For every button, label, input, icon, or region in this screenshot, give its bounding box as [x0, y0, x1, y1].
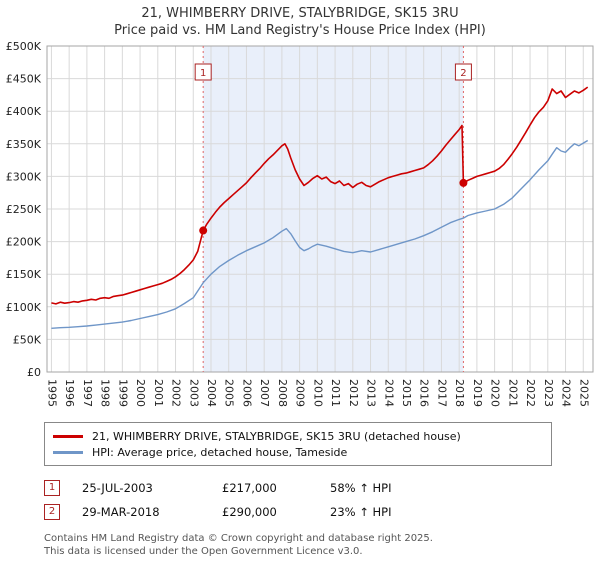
legend: 21, WHIMBERRY DRIVE, STALYBRIDGE, SK15 3…	[44, 422, 552, 466]
copyright-footer: Contains HM Land Registry data © Crown c…	[44, 532, 600, 558]
svg-text:2018: 2018	[453, 379, 466, 407]
legend-item-hpi: HPI: Average price, detached house, Tame…	[53, 444, 543, 460]
svg-text:2011: 2011	[329, 379, 342, 407]
svg-text:£200K: £200K	[6, 236, 42, 249]
svg-text:2004: 2004	[205, 379, 218, 407]
svg-text:2001: 2001	[152, 379, 165, 407]
series-line-0	[51, 86, 589, 305]
svg-text:2019: 2019	[471, 379, 484, 407]
sale-marker-box-2	[454, 63, 472, 81]
svg-text:2025: 2025	[577, 379, 590, 407]
svg-text:2009: 2009	[294, 379, 307, 407]
svg-text:1996: 1996	[63, 379, 76, 407]
svg-text:2000: 2000	[134, 379, 147, 407]
svg-text:1999: 1999	[116, 379, 129, 407]
sale-annotation-2: 2 29-MAR-2018 £290,000 23% ↑ HPI	[44, 500, 600, 524]
price-chart: £0 £50K £100K £150K £200K £250K £300K £350K £400…	[0, 40, 600, 420]
svg-text:£450K: £450K	[6, 73, 42, 86]
svg-text:£400K: £400K	[6, 105, 42, 118]
svg-text:2: 2	[460, 68, 466, 79]
page-title: 21, WHIMBERRY DRIVE, STALYBRIDGE, SK15 3…	[141, 6, 459, 21]
sale-2-price: £290,000	[222, 505, 277, 519]
svg-text:2014: 2014	[382, 379, 395, 407]
svg-text:£300K: £300K	[6, 170, 42, 183]
sale-annotation-1: 1 25-JUL-2003 £217,000 58% ↑ HPI	[44, 476, 600, 500]
svg-text:2003: 2003	[187, 379, 200, 407]
sale-annotations: 1 25-JUL-2003 £217,000 58% ↑ HPI 2 29-MA…	[44, 476, 600, 524]
sale-2-hpi-delta: 23% ↑ HPI	[330, 505, 392, 519]
svg-text:£250K: £250K	[6, 203, 42, 216]
svg-text:£350K: £350K	[6, 138, 42, 151]
svg-text:2024: 2024	[560, 379, 573, 407]
svg-text:2013: 2013	[365, 379, 378, 407]
sale-marker-box-1	[194, 63, 212, 81]
svg-text:£100K: £100K	[6, 301, 42, 314]
svg-text:1: 1	[200, 68, 206, 79]
sale-marker-2-badge: 2	[44, 504, 60, 520]
svg-text:2005: 2005	[223, 379, 236, 407]
svg-text:2008: 2008	[276, 379, 289, 407]
page-subtitle: Price paid vs. HM Land Registry's House …	[114, 23, 486, 38]
svg-text:£500K: £500K	[6, 40, 42, 53]
svg-text:2010: 2010	[311, 379, 324, 407]
footer-line-1: Contains HM Land Registry data © Crown c…	[44, 533, 433, 544]
svg-text:2002: 2002	[170, 379, 183, 407]
sale-dot-2	[459, 178, 468, 187]
svg-text:£150K: £150K	[6, 268, 42, 281]
svg-text:2007: 2007	[258, 379, 271, 407]
sale-1-hpi-delta: 58% ↑ HPI	[330, 481, 392, 495]
legend-label-property: 21, WHIMBERRY DRIVE, STALYBRIDGE, SK15 3…	[92, 429, 461, 443]
svg-text:1998: 1998	[99, 379, 112, 407]
chart-svg: £0 £50K £100K £150K £200K £250K £300K £350K £400…	[6, 40, 594, 407]
svg-text:2012: 2012	[347, 379, 360, 407]
sale-2-date: 29-MAR-2018	[82, 505, 160, 519]
svg-text:2023: 2023	[542, 379, 555, 407]
footer-line-2: This data is licensed under the Open Gov…	[44, 546, 363, 557]
svg-text:2015: 2015	[400, 379, 413, 407]
svg-text:2022: 2022	[524, 379, 537, 407]
svg-text:2021: 2021	[506, 379, 519, 407]
svg-text:£0: £0	[27, 366, 41, 379]
svg-text:2017: 2017	[435, 379, 448, 407]
svg-text:£50K: £50K	[13, 333, 42, 346]
svg-text:2016: 2016	[418, 379, 431, 407]
svg-text:1997: 1997	[81, 379, 94, 407]
svg-text:1995: 1995	[45, 379, 58, 407]
house-price-chart-page: 21, WHIMBERRY DRIVE, STALYBRIDGE, SK15 3…	[0, 6, 600, 566]
series-line-1	[51, 139, 589, 329]
svg-text:2020: 2020	[489, 379, 502, 407]
legend-swatch-hpi	[53, 450, 83, 454]
sale-dot-1	[199, 226, 208, 235]
legend-label-hpi: HPI: Average price, detached house, Tame…	[92, 445, 348, 459]
sale-1-price: £217,000	[222, 481, 277, 495]
legend-swatch-property	[53, 434, 83, 438]
sale-1-date: 25-JUL-2003	[82, 481, 153, 495]
svg-text:2006: 2006	[240, 379, 253, 407]
legend-item-property: 21, WHIMBERRY DRIVE, STALYBRIDGE, SK15 3…	[53, 428, 543, 444]
sale-marker-1-badge: 1	[44, 480, 60, 496]
